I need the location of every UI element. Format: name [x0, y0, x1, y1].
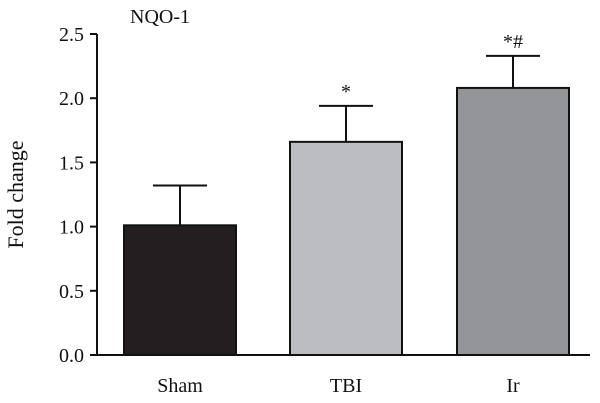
bars-group — [123, 86, 570, 356]
y-axis-ticks: 0.0 0.5 1.0 1.5 2.0 2.5 — [59, 24, 97, 367]
y-tick-label: 0.0 — [59, 345, 84, 367]
significance-ir: *# — [503, 31, 523, 53]
y-tick-label: 1.0 — [59, 217, 84, 239]
bar-tbi — [289, 140, 403, 356]
error-bars-group — [153, 54, 540, 226]
y-tick-label: 0.5 — [59, 281, 84, 303]
y-tick-label: 1.5 — [59, 152, 84, 174]
x-tick-label-sham: Sham — [157, 375, 203, 397]
x-tick-label-ir: Ir — [506, 375, 520, 397]
y-tick-label: 2.0 — [59, 88, 84, 110]
bar-ir — [456, 86, 570, 356]
y-tick-label: 2.5 — [59, 24, 84, 46]
significance-tbi: * — [341, 81, 351, 103]
x-axis-category-labels: Sham TBI Ir — [157, 375, 520, 397]
x-tick-label-tbi: TBI — [330, 375, 362, 397]
chart-title: NQO-1 — [130, 6, 190, 28]
y-axis-title: Fold change — [3, 140, 28, 248]
significance-annotations: * *# — [341, 31, 523, 103]
bar-sham — [123, 224, 237, 356]
